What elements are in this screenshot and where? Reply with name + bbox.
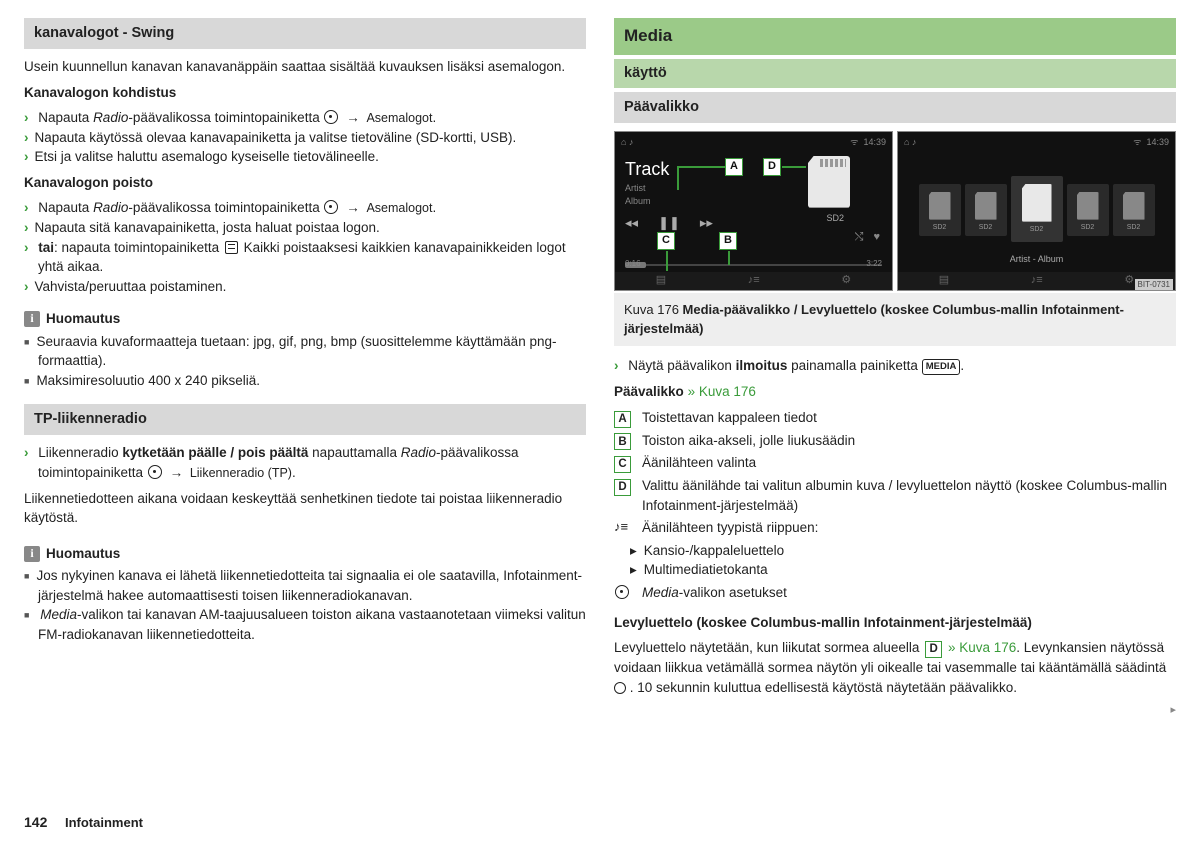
figure-caption: Kuva 176 Media-päävalikko / Levyluettelo…: [614, 293, 1176, 347]
image-ref: BIT-0731: [1135, 279, 1173, 291]
subheading-kohdistus: Kanavalogon kohdistus: [24, 83, 586, 103]
intro-text: Usein kuunnellun kanavan kanavanäppäin s…: [24, 57, 586, 77]
heart-icon: ♥: [873, 230, 880, 246]
list-item: Vahvista/peruuttaa poistaminen.: [38, 277, 586, 297]
list-item: Napauta käytössä olevaa kanavapainiketta…: [38, 128, 586, 148]
list-item: Maksimiresoluutio 400 x 240 pikseliä.: [38, 371, 586, 391]
def-note: ♪≡Äänilähteen tyypistä riippuen:: [614, 518, 1176, 538]
def-note-sublist: Kansio-/kappaleluettelo Multimediatietok…: [614, 541, 1176, 580]
screenshot-main-menu: ⌂ ♪ᯤ 14:39 Track Artist Album SD2 ◂◂ ❚❚ …: [614, 131, 893, 291]
gear-icon: [615, 585, 629, 599]
heading-media: Media: [614, 18, 1176, 55]
note-heading: i Huomautus: [24, 309, 120, 329]
levyluettelo-text: Levyluettelo näytetään, kun liikutat sor…: [614, 638, 1176, 697]
list-tp: Liikenneradio kytketään päälle / pois pä…: [24, 443, 586, 482]
callout-c: C: [657, 232, 675, 250]
list-item: tai: napauta toimintopainiketta Kaikki p…: [38, 238, 586, 277]
def-a: AToistettavan kappaleen tiedot: [614, 408, 1176, 428]
heading-paavalikko: Päävalikko: [614, 92, 1176, 123]
list-item: Media-valikon tai kanavan AM-taajuusalue…: [38, 605, 586, 644]
gear-icon: [148, 465, 162, 479]
list-item: Etsi ja valitse haluttu asemalogo kyseis…: [38, 147, 586, 167]
paavalikko-ref: Päävalikko » Kuva 176: [614, 382, 1176, 402]
continue-arrow-icon: ▸: [614, 703, 1176, 719]
subheading-levyluettelo: Levyluettelo (koskee Columbus-mallin Inf…: [614, 613, 1176, 633]
media-button-icon: MEDIA: [922, 359, 961, 375]
note-list: Jos nykyinen kanava ei lähetä liikenneti…: [24, 566, 586, 644]
info-icon: i: [24, 546, 40, 562]
right-column: Media käyttö Päävalikko ⌂ ♪ᯤ 14:39 Track…: [614, 18, 1176, 798]
delete-all-icon: [225, 241, 238, 254]
list-item: Napauta Radio-päävalikossa toimintopaini…: [38, 108, 586, 128]
album-thumbnails: SD2 SD2 SD2 SD2 SD2: [904, 184, 1169, 242]
pause-icon: ❚❚: [658, 214, 680, 233]
subheading-poisto: Kanavalogon poisto: [24, 173, 586, 193]
list-item: Liikenneradio kytketään päälle / pois pä…: [38, 443, 586, 482]
left-column: kanavalogot - Swing Usein kuunnellun kan…: [24, 18, 586, 798]
callout-b: B: [719, 232, 737, 250]
list-item: Jos nykyinen kanava ei lähetä liikenneti…: [38, 566, 586, 605]
heading-kanavalogot: kanavalogot - Swing: [24, 18, 586, 49]
list-item: Näytä päävalikon ilmoitus painamalla pai…: [628, 356, 1176, 376]
gear-icon: [324, 110, 338, 124]
screenshot-disc-list: ⌂ ♪ᯤ 14:39 SD2 SD2 SD2 SD2 SD2 Artist - …: [897, 131, 1176, 291]
heading-kaytto: käyttö: [614, 59, 1176, 88]
heading-tp: TP-liikenneradio: [24, 404, 586, 435]
page-number: 142: [24, 814, 47, 830]
next-icon: ▸▸: [700, 214, 713, 233]
note-heading: i Huomautus: [24, 544, 120, 564]
list-item: Multimediatietokanta: [644, 560, 1176, 580]
callout-d: D: [763, 158, 781, 176]
list-item: Seuraavia kuvaformaatteja tuetaan: jpg, …: [38, 332, 586, 371]
progress-bar: [625, 264, 882, 266]
shuffle-icon: ⤭: [855, 230, 864, 246]
page-footer: 142 Infotainment: [24, 812, 143, 833]
def-gear: Media-valikon asetukset: [614, 583, 1176, 603]
knob-icon: [614, 682, 626, 694]
track-title: Track: [625, 156, 669, 182]
playback-controls: ◂◂ ❚❚ ▸▸: [625, 214, 713, 233]
list-poisto: Napauta Radio-päävalikossa toimintopaini…: [24, 198, 586, 296]
prev-icon: ◂◂: [625, 214, 638, 233]
list-kohdistus: Napauta Radio-päävalikossa toimintopaini…: [24, 108, 586, 167]
callout-a: A: [725, 158, 743, 176]
section-name: Infotainment: [65, 815, 143, 830]
note-list: Seuraavia kuvaformaatteja tuetaan: jpg, …: [24, 332, 586, 391]
gear-icon: [324, 200, 338, 214]
def-c: CÄänilähteen valinta: [614, 453, 1176, 473]
list-item: Napauta sitä kanavapainiketta, josta hal…: [38, 218, 586, 238]
info-icon: i: [24, 311, 40, 327]
screenshot-figure: ⌂ ♪ᯤ 14:39 Track Artist Album SD2 ◂◂ ❚❚ …: [614, 131, 1176, 291]
def-b: BToiston aika-akseli, jolle liukusäädin: [614, 431, 1176, 451]
page: kanavalogot - Swing Usein kuunnellun kan…: [24, 18, 1176, 798]
show-step: Näytä päävalikon ilmoitus painamalla pai…: [614, 356, 1176, 376]
list-item: Kansio-/kappaleluettelo: [644, 541, 1176, 561]
list-item: Napauta Radio-päävalikossa toimintopaini…: [38, 198, 586, 218]
sd-card-icon: [808, 156, 850, 208]
tp-text: Liikennetiedotteen aikana voidaan keskey…: [24, 489, 586, 528]
def-d: DValittu äänilähde tai valitun albumin k…: [614, 476, 1176, 515]
